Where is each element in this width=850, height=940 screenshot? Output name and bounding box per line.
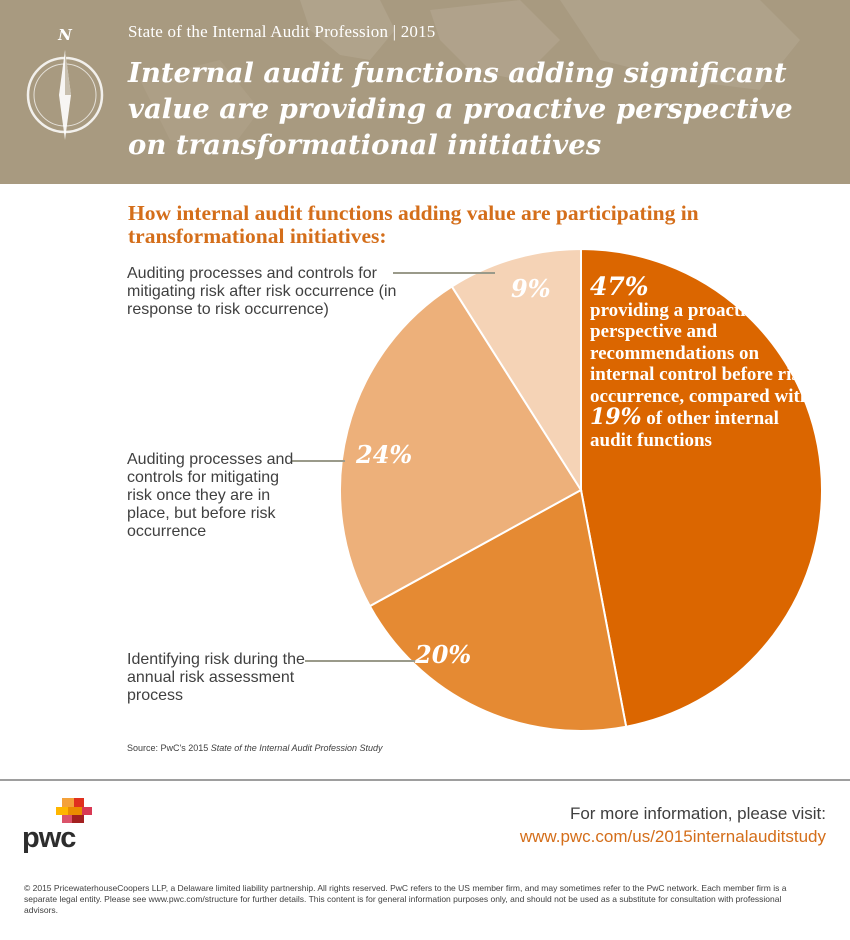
world-map-background (140, 0, 800, 150)
callout-inline-pct: 19% (590, 404, 642, 430)
callout-text-before: providing a proactive perspective and re… (590, 299, 811, 407)
source-prefix: Source: PwC's 2015 (127, 743, 211, 753)
callout-text-after: of other internal audit functions (590, 408, 779, 451)
footer-divider (0, 779, 850, 781)
label-before-risk: Auditing processes and controls for miti… (127, 451, 294, 540)
compass-letter: N (57, 26, 73, 44)
header-banner: N State of the Internal Audit Profession… (0, 0, 850, 184)
more-info-text: For more information, please visit: (569, 804, 826, 823)
headline: Internal audit functions adding signific… (128, 57, 793, 161)
pwc-logo: pwc (22, 796, 102, 856)
callout-47: 47% providing a proactive perspective an… (590, 272, 825, 451)
label-annual-assessment: Identifying risk during the annual risk … (127, 651, 305, 704)
more-info-link[interactable]: www.pwc.com/us/2015internalauditstudy (519, 827, 826, 846)
compass-icon: N (26, 26, 104, 140)
label-after-risk: Auditing processes and controls for miti… (127, 265, 397, 318)
pwc-logo-text: pwc (22, 822, 76, 854)
series-title: State of the Internal Audit Profession |… (128, 22, 436, 41)
callout-pct: 47% (590, 272, 649, 301)
chart-title: How internal audit functions adding valu… (128, 201, 699, 248)
legal-text: © 2015 PricewaterhouseCoopers LLP, a Del… (24, 883, 787, 915)
source-note: Source: PwC's 2015 State of the Internal… (127, 743, 383, 753)
pct-label-9: 9% (511, 274, 551, 303)
pie-slice-20 (368, 488, 628, 732)
source-title: State of the Internal Audit Profession S… (210, 743, 383, 753)
pwc-logo-mark (56, 798, 92, 823)
pct-label-20: 20% (415, 640, 472, 669)
pct-label-24: 24% (356, 440, 413, 469)
